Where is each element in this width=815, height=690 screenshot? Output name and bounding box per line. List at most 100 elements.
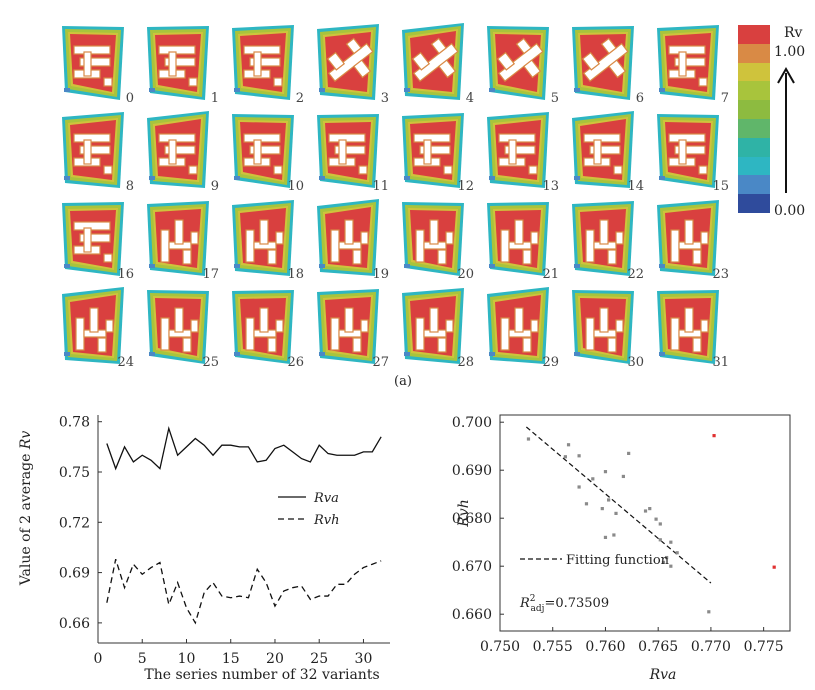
legend-swatch (738, 119, 770, 138)
variant-map-graphic (657, 25, 719, 100)
variant-map-5: 5 (479, 22, 562, 108)
legend-min-label: 0.00 (774, 203, 806, 219)
x-tick-label: 0.765 (638, 639, 678, 655)
y-tick-label: 0.66 (59, 616, 90, 632)
y-tick-label: 0.700 (452, 415, 492, 431)
r2-label: R2 adj=0.73509 (519, 594, 609, 614)
data-point (600, 507, 604, 511)
scatter-chart-marks (525, 426, 776, 614)
variant-map-20: 20 (394, 198, 477, 284)
variant-number: 28 (457, 355, 474, 370)
x-tick-label: 25 (310, 651, 328, 667)
legend-label-rvh: Rvh (313, 513, 340, 528)
variant-map-27: 27 (309, 286, 392, 372)
scatter-legend: Fitting function R2 adj=0.73509 (519, 553, 670, 614)
x-tick-label: 0 (94, 651, 103, 667)
variant-map-15: 15 (649, 110, 732, 196)
variant-map-22: 22 (564, 198, 647, 284)
variant-map-11: 11 (309, 110, 392, 196)
legend-swatch (738, 62, 770, 82)
variant-map-24: 24 (54, 286, 137, 372)
x-tick-label: 30 (355, 651, 373, 667)
x-tick-label: 10 (178, 651, 196, 667)
scatter-chart-axes: 0.750 0.755 0.760 0.765 0.770 0.775 0.660 0.670… (452, 414, 791, 655)
variant-number: 23 (712, 267, 729, 282)
legend-label-rva: Rva (313, 491, 339, 506)
x-tick-label: 0.770 (691, 639, 731, 655)
variant-number: 0 (125, 91, 134, 106)
variant-map-6: 6 (564, 22, 647, 108)
data-point (566, 443, 571, 447)
variant-number: 4 (465, 91, 474, 106)
outlier-point (712, 434, 716, 438)
variant-map-graphic (572, 111, 634, 188)
variant-number: 15 (712, 179, 729, 194)
line-chart: 0 5 10 15 20 25 30 0.66 0.69 0.72 0.75 0.78 The ser… (18, 415, 390, 683)
data-point (675, 551, 679, 555)
variant-number: 20 (457, 267, 474, 282)
variant-map-4: 4 (394, 22, 477, 108)
variant-number: 2 (295, 91, 304, 106)
legend-swatch (738, 100, 770, 119)
variant-number: 30 (627, 355, 644, 370)
variant-map-graphic (487, 202, 549, 276)
variant-map-0: 0 (54, 22, 137, 108)
data-point (665, 555, 669, 560)
scatter-y-axis-title: Rvh (456, 499, 472, 527)
x-tick-label: 0.775 (744, 639, 784, 655)
variant-map-14: 14 (564, 110, 647, 196)
variant-map-graphic (572, 26, 634, 100)
variant-map-16: 16 (54, 198, 137, 284)
variant-map-graphic (402, 202, 464, 276)
legend-swatch (738, 156, 770, 176)
x-tick-label: 0.750 (480, 639, 520, 655)
variant-map-graphic (317, 114, 379, 188)
data-point (563, 455, 567, 459)
scatter-chart: 0.750 0.755 0.760 0.765 0.770 0.775 0.660 0.670… (452, 414, 791, 683)
x-tick-label: 5 (138, 651, 147, 667)
variant-map-7: 7 (649, 22, 732, 108)
variant-number: 25 (202, 355, 219, 370)
x-tick-label: 20 (266, 651, 284, 667)
variant-number: 1 (210, 91, 219, 106)
variant-number: 18 (287, 267, 304, 282)
legend-swatch (738, 175, 770, 195)
y-tick-label: 0.72 (59, 515, 90, 531)
variant-number: 13 (542, 179, 559, 194)
data-point (621, 474, 625, 479)
y-tick-label: 0.69 (59, 566, 90, 582)
variant-map-26: 26 (224, 286, 307, 372)
variant-map-graphic (232, 114, 294, 188)
legend-title: Rv (784, 25, 803, 41)
data-point (658, 538, 662, 542)
variant-number: 5 (550, 91, 559, 106)
variant-map-graphic (487, 112, 549, 188)
y-tick-label: 0.680 (452, 511, 492, 527)
variant-map-graphic (232, 200, 294, 276)
variant-number: 29 (542, 355, 559, 370)
legend-max-label: 1.00 (774, 44, 806, 60)
variant-map-graphic (657, 200, 719, 276)
variant-map-graphic (232, 25, 294, 100)
data-point (607, 498, 611, 502)
variant-map-19: 19 (309, 198, 392, 284)
variant-map-23: 23 (649, 198, 732, 284)
variant-map-graphic (232, 290, 294, 364)
y-tick-label: 0.690 (452, 463, 492, 479)
legend-swatch (738, 43, 770, 63)
legend-swatch (738, 81, 770, 101)
data-point (603, 470, 608, 474)
panel-a-label: (a) (394, 374, 412, 389)
legend-swatch (738, 137, 770, 157)
data-point (603, 535, 608, 539)
variant-number: 17 (202, 267, 219, 282)
data-point (643, 509, 648, 513)
variant-number: 6 (635, 91, 644, 106)
variant-map-graphic (147, 26, 209, 100)
legend-fit-label: Fitting function (566, 553, 670, 568)
data-point (591, 477, 595, 481)
line-chart-y-axis-title: Value of 2 average Rv (18, 431, 34, 587)
y-tick-label: 0.75 (59, 465, 90, 481)
variant-map-graphic (147, 111, 209, 188)
variant-map-28: 28 (394, 286, 477, 372)
